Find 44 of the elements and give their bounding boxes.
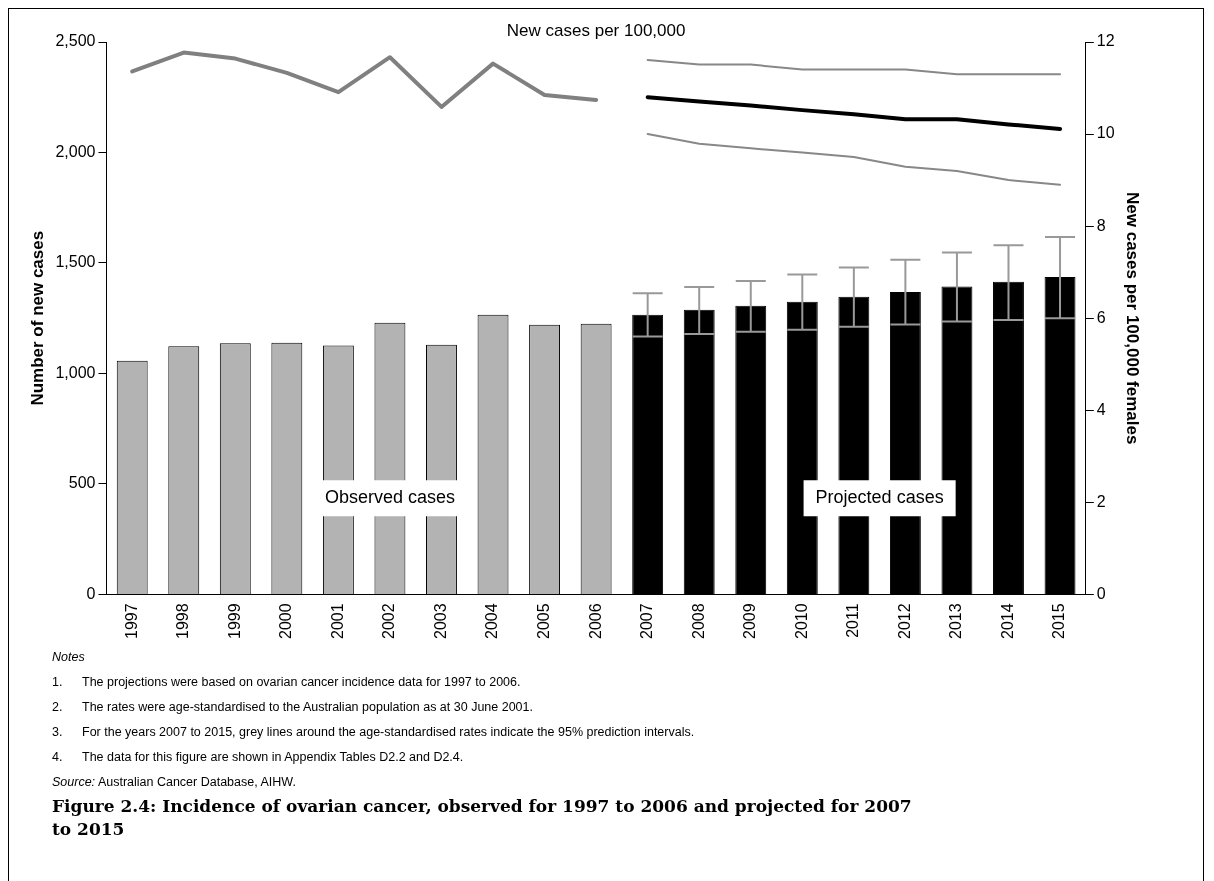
x-tick-label: 2009: [741, 603, 759, 639]
text: Figure 2.4: Incidence of ovarian cancer, observed for 1997 to 2006 and projected for 2007 to 2015: [52, 795, 912, 841]
x-tick-label: 2011: [844, 603, 862, 638]
x-tick-label: 2002: [380, 603, 398, 639]
x-tick-label: 2015: [1050, 603, 1068, 639]
x-tick-label: 2006: [586, 603, 604, 639]
y2-tick-label: 0: [1096, 584, 1106, 602]
source-note: Source: Australian Cancer Database, AIHW.: [52, 775, 297, 789]
text: 1. The projections were based on ovarian cancer incidence data for 1997 to 2006.: [52, 675, 521, 689]
x-tick-label: 2010: [792, 603, 810, 639]
y2-tick-label: 2: [1096, 492, 1106, 510]
text: Notes: [52, 650, 85, 664]
y-axis-title: Number of new cases: [27, 230, 47, 406]
y-tick-label: 500: [68, 474, 96, 492]
x-tick-label: 2005: [534, 603, 552, 639]
x-tick-label: 2000: [277, 603, 295, 639]
text: 4. The data for this figure are shown in Appendix Tables D2.2 and D2.4.: [52, 750, 464, 764]
y2-axis-title: New cases per 100,000 females: [1123, 192, 1143, 445]
x-tick-label: 1997: [122, 603, 140, 639]
y2-tick-label: 8: [1096, 216, 1106, 234]
x-tick-label: 1999: [225, 603, 243, 639]
x-tick-label: 2012: [895, 603, 913, 639]
y-tick-label: 2,000: [55, 142, 96, 160]
y-tick-label: 0: [86, 584, 96, 602]
y2-tick-label: 4: [1096, 400, 1106, 418]
y-tick-label: 2,500: [55, 32, 96, 50]
text: 3. For the years 2007 to 2015, grey lines around the age-standardised rates indicate the 95% prediction intervals.: [52, 725, 695, 739]
annotation: Projected cases: [815, 487, 944, 508]
x-tick-label: 2014: [998, 603, 1016, 639]
y-tick-label: 1,000: [55, 363, 96, 381]
y2-tick-label: 12: [1096, 32, 1115, 50]
x-tick-label: 2001: [328, 603, 346, 639]
chart-subtitle: New cases per 100,000: [506, 21, 686, 41]
x-tick-label: 1998: [174, 603, 192, 639]
x-tick-label: 2003: [431, 603, 449, 639]
x-tick-label: 2013: [947, 603, 965, 639]
y2-tick-label: 6: [1096, 308, 1106, 326]
y2-tick-label: 10: [1096, 124, 1115, 142]
x-tick-label: 2008: [689, 603, 707, 639]
x-tick-label: 2007: [638, 603, 656, 639]
x-tick-label: 2004: [483, 603, 501, 639]
y-tick-label: 1,500: [55, 253, 96, 271]
text: 2. The rates were age-standardised to the Australian population as at 30 June 2001.: [52, 700, 533, 714]
annotation: Observed cases: [324, 487, 455, 508]
